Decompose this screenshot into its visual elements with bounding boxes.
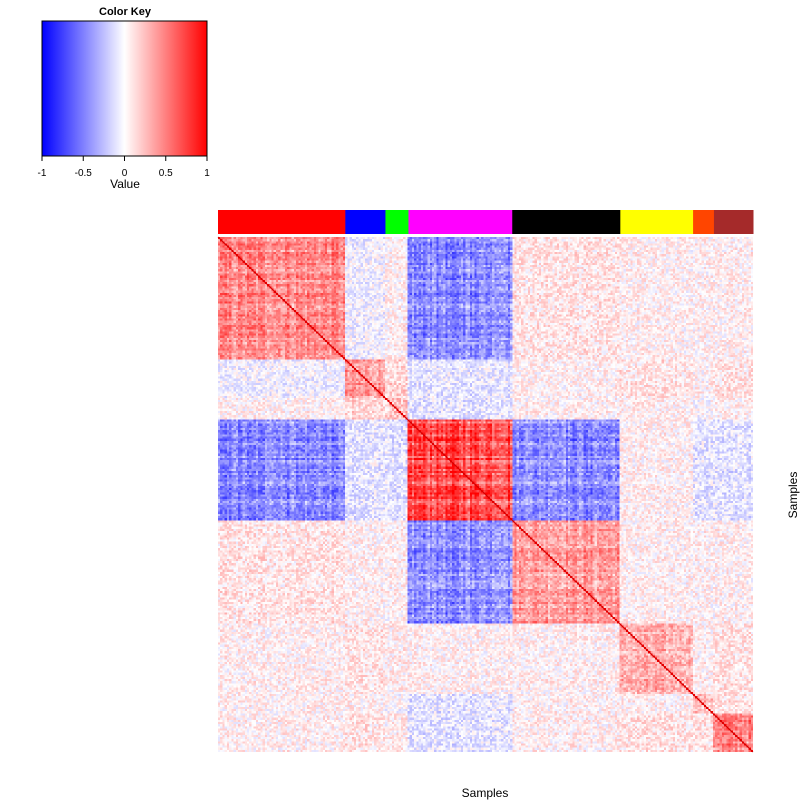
group-color-block — [218, 210, 346, 234]
group-color-block — [693, 210, 715, 234]
heatmap-body — [217, 236, 754, 753]
color-key-tick-label: -1 — [38, 168, 47, 179]
group-color-block — [345, 210, 386, 234]
color-key-gradient — [41, 20, 208, 157]
y-axis-label: Samples — [786, 472, 800, 519]
group-color-block — [385, 210, 409, 234]
group-color-block — [408, 210, 513, 234]
color-key-title: Color Key — [99, 6, 152, 18]
color-key-tick-label: 1 — [204, 168, 210, 179]
color-key: Color Key -1 -0.5 0 0.5 1 Value — [38, 6, 211, 191]
group-color-block — [620, 210, 694, 234]
color-key-tick-label: 0 — [122, 168, 128, 179]
color-key-axis-label: Value — [110, 177, 140, 191]
group-color-block — [512, 210, 621, 234]
heatmap-diagonal — [217, 236, 754, 753]
color-key-tick-label: -0.5 — [75, 168, 93, 179]
x-axis-label: Samples — [462, 786, 509, 800]
group-color-bar — [218, 210, 754, 234]
color-key-ticks: -1 -0.5 0 0.5 1 — [38, 156, 210, 179]
color-key-tick-label: 0.5 — [159, 168, 173, 179]
group-color-block — [713, 210, 754, 234]
